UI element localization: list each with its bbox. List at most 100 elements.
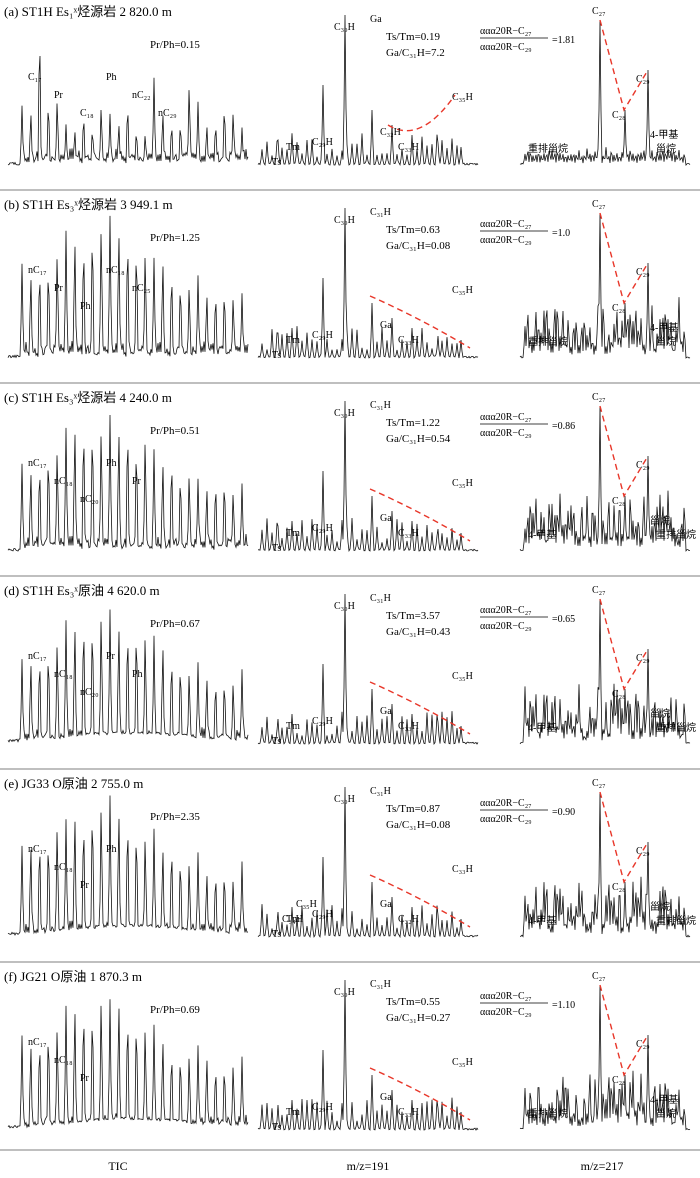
tic-trace [7, 999, 249, 1129]
ratio-value: =0.65 [552, 614, 575, 625]
sterane-v-line [599, 19, 649, 112]
panel-title: (d) ST1H Es₃ˣ原油 4 620.0 m [4, 583, 160, 598]
m217-trace [519, 212, 691, 359]
tic-peak-label: Ph [106, 844, 117, 855]
m191-peak-label: C₃₀H [334, 987, 355, 998]
tic-peak-label: nC₂₂ [132, 90, 151, 101]
sterane-v-line [599, 984, 649, 1077]
m191-peak-label: C₃₅H [452, 285, 473, 296]
prph-ratio: Pr/Ph=1.25 [150, 232, 200, 244]
m217-peak-label: C₂₈ [612, 882, 626, 893]
ratio-value: =0.90 [552, 807, 575, 818]
m217-peak-label: 甾烷 [650, 514, 670, 527]
m217-peak-label: 重排甾烷 [528, 335, 568, 348]
m217-peak-label: C₂₇ [592, 585, 606, 596]
m191-peak-label: C₃₅H [452, 1057, 473, 1068]
m191-peak-label: C₃₀H [334, 601, 355, 612]
hopane-trend-line [369, 681, 471, 735]
m191-peak-label: C₃₁H [370, 786, 391, 797]
m191-trace [257, 979, 479, 1131]
m191-peak-label: Ts [272, 157, 281, 168]
m191-peak-label: Ts [272, 929, 281, 940]
ratio-denominator: ααα20R−C₂₉ [480, 428, 532, 439]
sterane-v-line [599, 598, 649, 691]
panel-title: (f) JG21 O原油 1 870.3 m [4, 969, 142, 984]
m191-peak-label: C₃₀H [334, 794, 355, 805]
hopane-trend-line [369, 488, 471, 542]
tic-trace [7, 609, 249, 743]
ratio-numerator: ααα20R−C₂₇ [480, 605, 532, 616]
m191-peak-label: Ga [380, 706, 392, 717]
m191-peak-label: Ts [272, 350, 281, 361]
m217-peak-label: 重排甾烷 [656, 721, 696, 734]
sterane-v-line [599, 791, 649, 884]
m191-peak-label: C₃₄H [282, 914, 303, 925]
tic-peak-label: nC₂₅ [132, 283, 151, 294]
m191-trace [257, 593, 479, 746]
tic-peak-label: Pr [106, 651, 116, 662]
tic-peak-label: C₁₈ [80, 108, 94, 119]
panel-e: (e) JG33 O原油 2 755.0 m Pr/Ph=2.35 nC₁₇ nC₁₈… [0, 776, 700, 963]
tic-trace [7, 55, 249, 166]
tic-peak-label: nC₁₈ [54, 476, 73, 487]
m191-peak-label: C₃₁H [370, 979, 391, 990]
m217-peak-label: C₂₈ [612, 303, 626, 314]
tic-peak-label: nC₁₇ [28, 1037, 47, 1048]
m217-peak-label: C₂₉ [636, 653, 650, 664]
ratio-value: =0.86 [552, 421, 575, 432]
panel-title: (e) JG33 O原油 2 755.0 m [4, 776, 143, 791]
hopane-trend-line [369, 1067, 471, 1121]
ratio-numerator: ααα20R−C₂₇ [480, 26, 532, 37]
tic-peak-label: Ph [132, 669, 143, 680]
m191-peak-label: C₂₉H [312, 523, 333, 534]
m191-peak-label: C₃₅H [452, 671, 473, 682]
ratio-numerator: ααα20R−C₂₇ [480, 798, 532, 809]
m191-peak-label: Tm [286, 528, 300, 539]
panel-c: (c) ST1H Es₃ˣ烃源岩 4 240.0 m Pr/Ph=0.51 nC₁₇… [0, 390, 700, 577]
column-label: m/z=217 [581, 1159, 624, 1173]
ratio-value: =1.0 [552, 228, 570, 239]
tic-peak-label: nC₁₈ [54, 669, 73, 680]
sterane-v-line [599, 405, 649, 498]
m217-peak-label: C₂₈ [612, 110, 626, 121]
tic-trace [7, 215, 249, 359]
m191-peak-label: C₃₀H [334, 22, 355, 33]
m217-peak-label: 重排甾烷 [528, 142, 568, 155]
m191-peak-label: Ga [380, 899, 392, 910]
m217-peak-label: C₂₉ [636, 1039, 650, 1050]
m191-peak-label: C₃₁H [370, 207, 391, 218]
m191-peak-label: C₂₉H [312, 1102, 333, 1113]
m217-peak-label: 4-甲基 [650, 321, 678, 334]
m191-peak-label: C₂₉H [312, 137, 333, 148]
prph-ratio: Pr/Ph=2.35 [150, 811, 200, 823]
tic-trace [7, 414, 249, 552]
tic-peak-label: nC₁₈ [54, 1055, 73, 1066]
m191-peak-label: C₃₃H [398, 1107, 419, 1118]
m217-peak-label: 4-甲基 [528, 721, 556, 734]
m217-peak-label: 4-甲基 [528, 528, 556, 541]
column-label: TIC [108, 1159, 127, 1173]
m191-peak-label: C₃₅H [452, 478, 473, 489]
m217-peak-label: 甾烷 [650, 707, 670, 720]
m217-peak-label: 甾烷 [656, 1107, 676, 1120]
m191-peak-label: Tm [286, 721, 300, 732]
m217-peak-label: 甾烷 [656, 335, 676, 348]
ga-c31h-ratio: Ga/C₃₁H=0.27 [386, 1012, 451, 1024]
prph-ratio: Pr/Ph=0.69 [150, 1004, 200, 1016]
m191-peak-label: C₂₉H [312, 909, 333, 920]
tic-peak-label: nC₂₀ [80, 687, 99, 698]
ts-tm-ratio: Ts/Tm=3.57 [386, 610, 441, 622]
panel-title: (b) ST1H Es₃ˣ烃源岩 3 949.1 m [4, 197, 173, 212]
m191-peak-label: Tm [286, 914, 300, 925]
m191-peak-label: C₂₉H [312, 716, 333, 727]
prph-ratio: Pr/Ph=0.15 [150, 39, 200, 51]
m217-peak-label: 重排甾烷 [528, 1107, 568, 1120]
m191-peak-label: C₃₅H [452, 92, 473, 103]
ratio-numerator: ααα20R−C₂₇ [480, 991, 532, 1002]
m217-peak-label: C₂₉ [636, 846, 650, 857]
m191-peak-label: C₃₃H [398, 142, 419, 153]
m191-peak-label: Tm [286, 142, 300, 153]
m191-peak-label: Ga [380, 513, 392, 524]
m191-peak-label: Tm [286, 1107, 300, 1118]
panel-b: (b) ST1H Es₃ˣ烃源岩 3 949.1 m Pr/Ph=1.25 nC₁₇… [0, 197, 700, 384]
